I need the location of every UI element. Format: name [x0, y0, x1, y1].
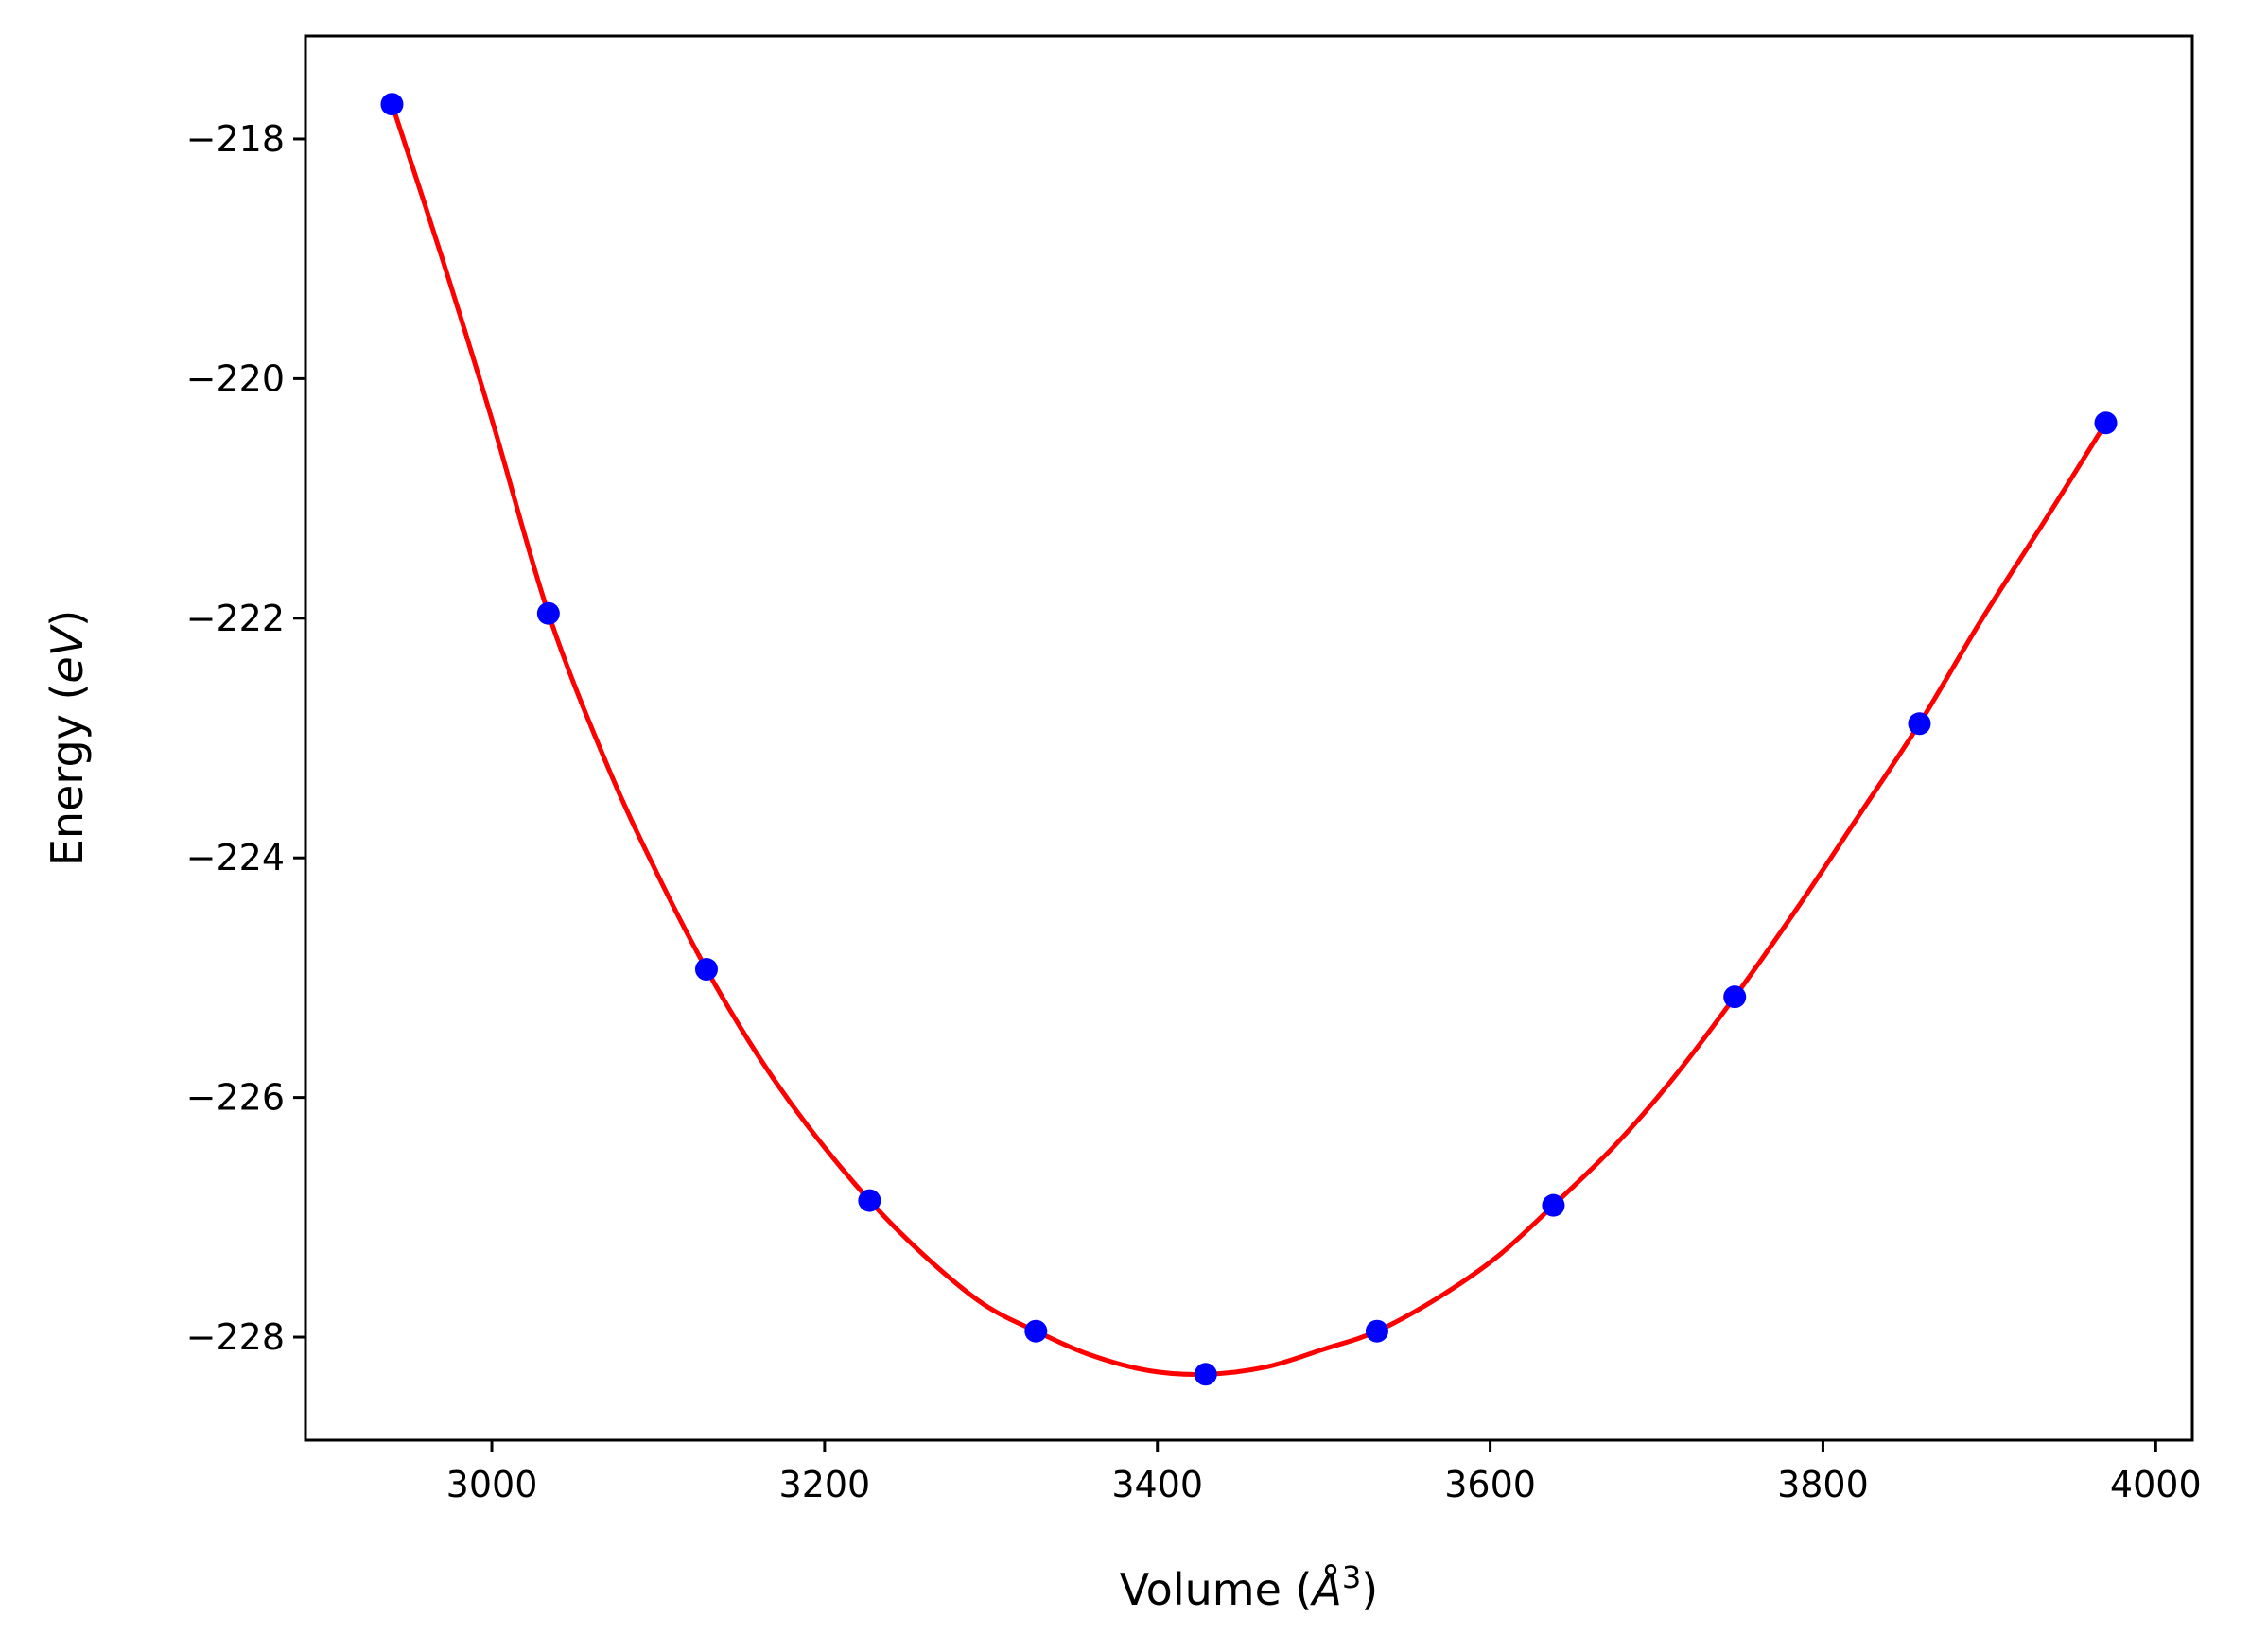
- x-tick-label: 4000: [2110, 1464, 2202, 1505]
- y-tick-label: −226: [186, 1077, 285, 1119]
- data-point: [536, 601, 560, 625]
- y-axis-label: Energy (eV): [42, 610, 93, 866]
- data-point: [380, 93, 404, 116]
- y-tick-label: −224: [186, 837, 285, 878]
- data-point: [1723, 985, 1747, 1009]
- y-axis-label-close: ): [42, 610, 93, 627]
- x-axis-label-text: Volume (: [1120, 1564, 1313, 1615]
- x-axis-label-close: ): [1361, 1564, 1378, 1615]
- fit-curve-line: [390, 103, 2108, 1377]
- y-axis-label-unit: eV: [42, 623, 93, 683]
- data-point: [1194, 1363, 1217, 1386]
- data-point: [1365, 1319, 1388, 1343]
- x-axis: 3000 3200 3400 3600 3800 4000: [446, 1440, 2202, 1505]
- y-tick-label: −220: [186, 357, 285, 399]
- data-point: [1542, 1193, 1565, 1217]
- data-point: [694, 958, 718, 982]
- x-axis-label-unit: Å: [1309, 1564, 1341, 1615]
- y-axis: −218 −220 −222 −224 −226 −228: [186, 118, 305, 1358]
- x-tick-label: 3600: [1444, 1464, 1536, 1505]
- data-point: [2094, 411, 2118, 435]
- x-axis-label: Volume (Å3): [1120, 1559, 1378, 1615]
- plot-frame: [304, 34, 2194, 1442]
- x-tick-label: 3200: [779, 1464, 871, 1505]
- data-point: [1908, 712, 1931, 736]
- data-point: [858, 1189, 881, 1212]
- y-tick-label: −222: [186, 598, 285, 639]
- y-tick-label: −218: [186, 118, 285, 160]
- y-axis-label-text: Energy (: [42, 684, 93, 867]
- x-axis-label-superscript: 3: [1342, 1559, 1361, 1595]
- x-tick-label: 3400: [1111, 1464, 1203, 1505]
- x-tick-label: 3000: [446, 1464, 538, 1505]
- y-tick-label: −228: [186, 1316, 285, 1358]
- x-tick-label: 3800: [1777, 1464, 1869, 1505]
- plot-area: [380, 93, 2118, 1386]
- data-point: [1024, 1319, 1048, 1343]
